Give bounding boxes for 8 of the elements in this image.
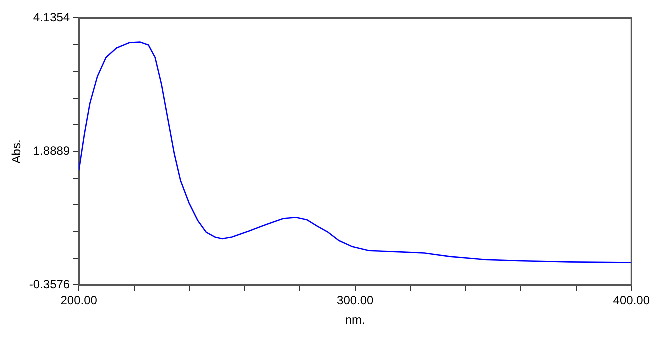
y-tick-label: 4.1354 [33,10,70,25]
y-tick-label: -0.3576 [29,278,70,292]
y-axis-title: Abs. [10,140,24,164]
x-axis-title: nm. [345,313,366,328]
x-tick-label: 200.00 [60,294,98,308]
y-tick-label: 1.8889 [33,144,70,158]
x-tick-label: 300.00 [337,294,374,308]
x-tick-label: 400.00 [613,294,650,308]
